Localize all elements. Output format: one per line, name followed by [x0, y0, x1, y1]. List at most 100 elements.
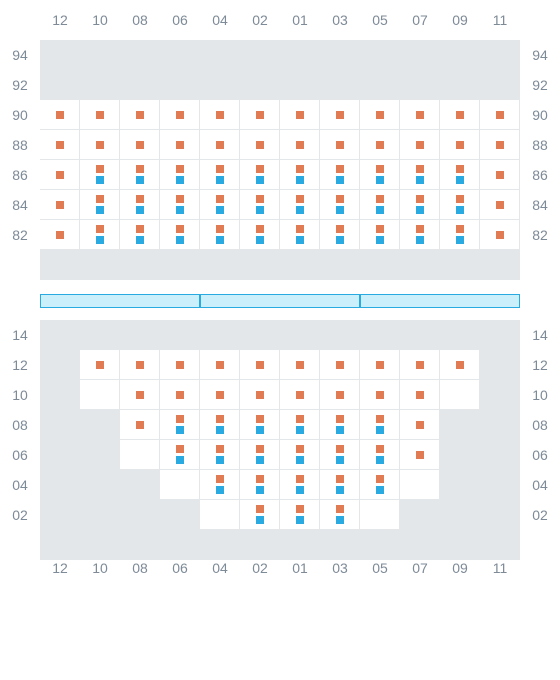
seat-cell[interactable]	[240, 220, 280, 250]
seat-cell[interactable]	[360, 500, 400, 530]
seat-cell[interactable]	[160, 470, 200, 500]
seat-cell[interactable]	[280, 380, 320, 410]
seat-cell[interactable]	[320, 100, 360, 130]
seat-cell[interactable]	[240, 410, 280, 440]
seat-cell[interactable]	[160, 410, 200, 440]
seat-cell[interactable]	[360, 160, 400, 190]
seat-cell[interactable]	[280, 220, 320, 250]
seat-cell[interactable]	[480, 100, 520, 130]
seat-cell[interactable]	[120, 100, 160, 130]
seat-cell[interactable]	[400, 190, 440, 220]
seat-cell[interactable]	[280, 160, 320, 190]
seat-cell[interactable]	[440, 220, 480, 250]
seat-cell[interactable]	[400, 470, 440, 500]
seat-cell[interactable]	[160, 350, 200, 380]
seat-cell[interactable]	[200, 190, 240, 220]
seat-cell[interactable]	[40, 190, 80, 220]
seat-cell[interactable]	[440, 380, 480, 410]
seat-cell[interactable]	[400, 130, 440, 160]
seat-cell[interactable]	[240, 500, 280, 530]
seat-cell[interactable]	[80, 220, 120, 250]
seat-cell[interactable]	[320, 130, 360, 160]
seat-cell[interactable]	[320, 380, 360, 410]
seat-cell[interactable]	[280, 190, 320, 220]
seat-cell[interactable]	[200, 440, 240, 470]
seat-cell[interactable]	[200, 470, 240, 500]
seat-cell[interactable]	[400, 440, 440, 470]
seat-cell[interactable]	[120, 130, 160, 160]
seat-cell[interactable]	[480, 130, 520, 160]
seat-cell[interactable]	[360, 220, 400, 250]
seat-cell[interactable]	[240, 100, 280, 130]
seat-cell[interactable]	[40, 100, 80, 130]
seat-cell[interactable]	[280, 470, 320, 500]
seat-cell[interactable]	[320, 160, 360, 190]
seat-cell[interactable]	[400, 100, 440, 130]
seat-cell[interactable]	[80, 130, 120, 160]
seat-cell[interactable]	[240, 190, 280, 220]
seat-cell[interactable]	[40, 130, 80, 160]
seat-cell[interactable]	[440, 350, 480, 380]
seat-cell[interactable]	[280, 350, 320, 380]
seat-cell[interactable]	[360, 130, 400, 160]
seat-cell[interactable]	[240, 160, 280, 190]
seat-cell[interactable]	[160, 130, 200, 160]
seat-cell[interactable]	[320, 500, 360, 530]
seat-cell[interactable]	[320, 410, 360, 440]
seat-cell[interactable]	[360, 350, 400, 380]
seat-cell[interactable]	[120, 220, 160, 250]
seat-cell[interactable]	[160, 160, 200, 190]
seat-cell[interactable]	[160, 100, 200, 130]
seat-cell[interactable]	[200, 500, 240, 530]
seat-cell[interactable]	[480, 220, 520, 250]
seat-cell[interactable]	[240, 350, 280, 380]
seat-cell[interactable]	[280, 500, 320, 530]
seat-cell[interactable]	[400, 160, 440, 190]
seat-cell[interactable]	[240, 380, 280, 410]
seat-cell[interactable]	[120, 440, 160, 470]
seat-cell[interactable]	[200, 410, 240, 440]
seat-cell[interactable]	[120, 160, 160, 190]
seat-cell[interactable]	[120, 410, 160, 440]
seat-cell[interactable]	[360, 190, 400, 220]
seat-cell[interactable]	[120, 190, 160, 220]
seat-cell[interactable]	[200, 160, 240, 190]
seat-cell[interactable]	[280, 410, 320, 440]
seat-cell[interactable]	[120, 350, 160, 380]
seat-cell[interactable]	[40, 220, 80, 250]
seat-cell[interactable]	[360, 380, 400, 410]
seat-cell[interactable]	[400, 380, 440, 410]
seat-cell[interactable]	[320, 440, 360, 470]
seat-cell[interactable]	[160, 380, 200, 410]
seat-cell[interactable]	[360, 100, 400, 130]
seat-cell[interactable]	[40, 160, 80, 190]
seat-cell[interactable]	[160, 220, 200, 250]
seat-cell[interactable]	[200, 100, 240, 130]
seat-cell[interactable]	[200, 220, 240, 250]
seat-cell[interactable]	[440, 190, 480, 220]
seat-cell[interactable]	[440, 130, 480, 160]
seat-cell[interactable]	[400, 410, 440, 440]
seat-cell[interactable]	[440, 160, 480, 190]
seat-cell[interactable]	[200, 380, 240, 410]
seat-cell[interactable]	[360, 440, 400, 470]
seat-cell[interactable]	[200, 350, 240, 380]
seat-cell[interactable]	[80, 380, 120, 410]
seat-cell[interactable]	[120, 380, 160, 410]
seat-cell[interactable]	[320, 470, 360, 500]
seat-cell[interactable]	[440, 100, 480, 130]
seat-cell[interactable]	[240, 470, 280, 500]
seat-cell[interactable]	[200, 130, 240, 160]
seat-cell[interactable]	[360, 470, 400, 500]
seat-cell[interactable]	[160, 440, 200, 470]
seat-cell[interactable]	[320, 350, 360, 380]
seat-cell[interactable]	[80, 160, 120, 190]
seat-cell[interactable]	[80, 190, 120, 220]
seat-cell[interactable]	[160, 190, 200, 220]
seat-cell[interactable]	[80, 100, 120, 130]
seat-cell[interactable]	[280, 100, 320, 130]
seat-cell[interactable]	[240, 440, 280, 470]
seat-cell[interactable]	[480, 160, 520, 190]
seat-cell[interactable]	[280, 130, 320, 160]
seat-cell[interactable]	[280, 440, 320, 470]
